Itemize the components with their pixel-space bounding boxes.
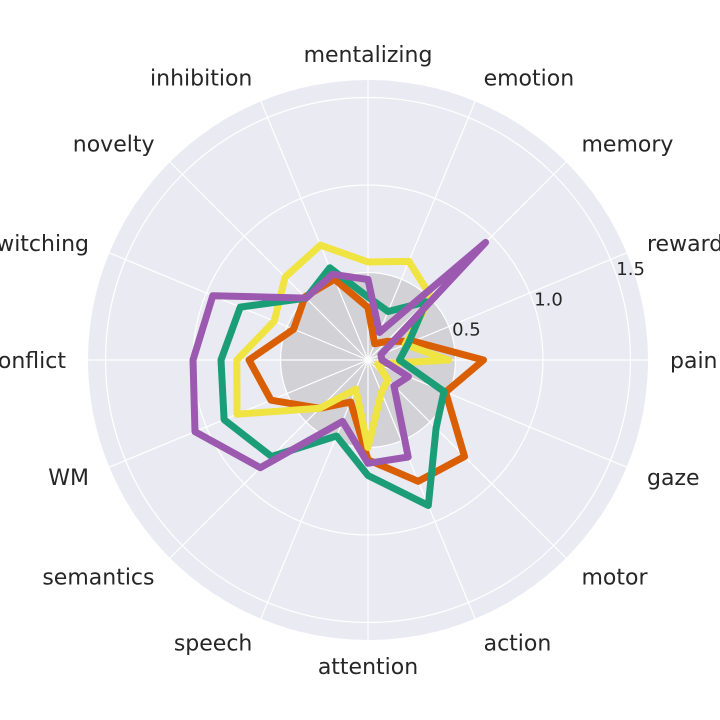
category-label-pain: pain — [670, 349, 718, 374]
category-label-semantics: semantics — [42, 565, 154, 590]
grid-spoke-novelty — [169, 161, 369, 361]
grid-spoke-emotion — [367, 101, 476, 361]
category-label-speech: speech — [174, 632, 253, 657]
category-label-action: action — [484, 632, 552, 657]
tick-label-0: 0.5 — [452, 320, 481, 341]
category-label-novelty: novelty — [73, 133, 155, 158]
category-label-conflict: conflict — [0, 349, 66, 374]
category-labels: pain reward memory emotion mentalizing inhibi… — [0, 43, 720, 680]
series-line-2 — [217, 264, 448, 509]
grid-spoke-motor — [367, 359, 567, 559]
category-label-WM: WM — [48, 466, 89, 491]
tick-label-2: 1.5 — [616, 259, 645, 280]
category-label-motor: motor — [582, 565, 649, 590]
series-line-3 — [189, 238, 490, 472]
category-label-mentalizing: mentalizing — [304, 43, 433, 68]
category-label-reward: reward — [647, 232, 720, 257]
grid-spoke-action — [367, 359, 476, 619]
category-label-inhibition: inhibition — [150, 66, 252, 91]
series-line-1 — [233, 241, 452, 451]
category-label-switching: switching — [0, 232, 89, 257]
grid — [88, 80, 648, 640]
grid-spoke-inhibition — [260, 101, 369, 361]
category-label-memory: memory — [582, 133, 674, 158]
category-label-emotion: emotion — [484, 66, 575, 91]
category-label-attention: attention — [318, 655, 418, 680]
tick-label-1: 1.0 — [534, 289, 563, 310]
series-group — [189, 238, 490, 509]
category-label-gaze: gaze — [647, 466, 700, 491]
radial-tick-labels: 0.5 1.0 1.5 — [452, 259, 645, 341]
